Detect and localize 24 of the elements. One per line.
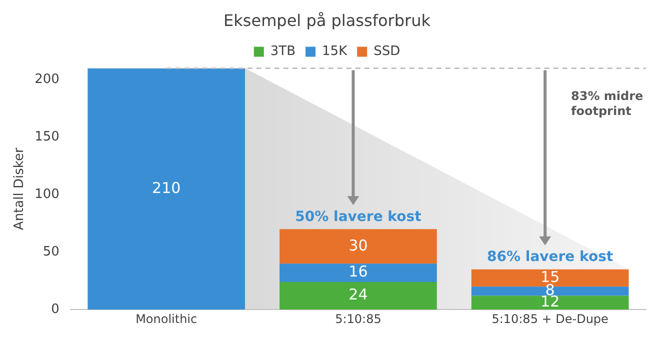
chart-title: Eksempel på plassforbruk <box>224 10 432 30</box>
legend-label: 3TB <box>270 44 296 60</box>
annotation: 83% midre footprint <box>571 89 644 118</box>
bar <box>280 229 437 264</box>
bar <box>471 296 629 310</box>
y-tick-label: 50 <box>42 244 60 260</box>
y-tick-label: 200 <box>34 72 60 88</box>
data-label: 30 <box>348 236 368 254</box>
annotation: 86% lavere kost <box>487 249 614 266</box>
y-axis-title: Antall Disker <box>12 147 28 230</box>
y-tick-label: 150 <box>34 130 60 145</box>
y-tick-label: 0 <box>51 302 60 317</box>
y-tick-label: 100 <box>34 187 60 202</box>
legend-label: SSD <box>374 44 400 60</box>
data-label: 24 <box>348 286 368 304</box>
x-tick-label: 5:10:85 + De-Dupe <box>492 312 608 326</box>
data-label: 210 <box>152 178 181 197</box>
x-tick-label: Monolithic <box>136 312 198 326</box>
legend-label: 15K <box>322 44 348 60</box>
annotation: 50% lavere kost <box>295 208 422 225</box>
x-tick-label: 5:10:85 <box>335 312 382 326</box>
bar <box>280 282 437 310</box>
bar <box>280 264 437 282</box>
data-label: 16 <box>348 262 368 281</box>
